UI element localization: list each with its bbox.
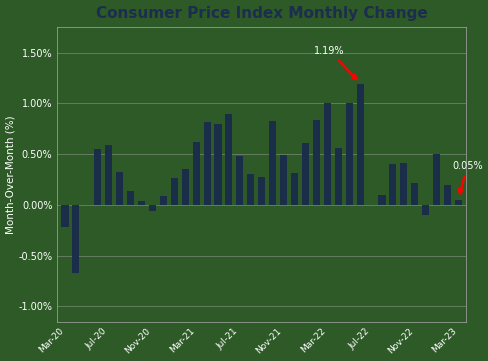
Bar (105, 145, 112, 205)
Bar (357, 84, 364, 205)
Bar (378, 195, 386, 205)
Text: 0.05%: 0.05% (452, 161, 483, 193)
Bar (116, 173, 123, 205)
Bar (61, 205, 68, 227)
Text: 1.19%: 1.19% (314, 46, 356, 79)
Bar (269, 121, 276, 205)
Bar (258, 178, 265, 205)
Bar (72, 205, 80, 273)
Bar (149, 205, 156, 211)
Bar (160, 196, 167, 205)
Bar (171, 178, 178, 205)
Bar (203, 122, 211, 205)
Bar (225, 114, 232, 205)
Bar (335, 148, 342, 205)
Bar (411, 183, 418, 205)
Y-axis label: Month-Over-Month (%): Month-Over-Month (%) (5, 115, 16, 234)
Bar (324, 103, 331, 205)
Bar (302, 143, 309, 205)
Title: Consumer Price Index Monthly Change: Consumer Price Index Monthly Change (96, 5, 427, 21)
Bar (214, 124, 222, 205)
Bar (400, 163, 407, 205)
Bar (236, 156, 244, 205)
Bar (291, 173, 298, 205)
Bar (455, 200, 462, 205)
Bar (389, 164, 396, 205)
Bar (346, 103, 353, 205)
Bar (280, 155, 287, 205)
Bar (138, 201, 145, 205)
Bar (182, 169, 189, 205)
Bar (247, 174, 254, 205)
Bar (193, 142, 200, 205)
Bar (313, 119, 320, 205)
Bar (127, 191, 134, 205)
Bar (94, 149, 102, 205)
Bar (433, 154, 440, 205)
Bar (444, 184, 451, 205)
Bar (422, 205, 429, 215)
